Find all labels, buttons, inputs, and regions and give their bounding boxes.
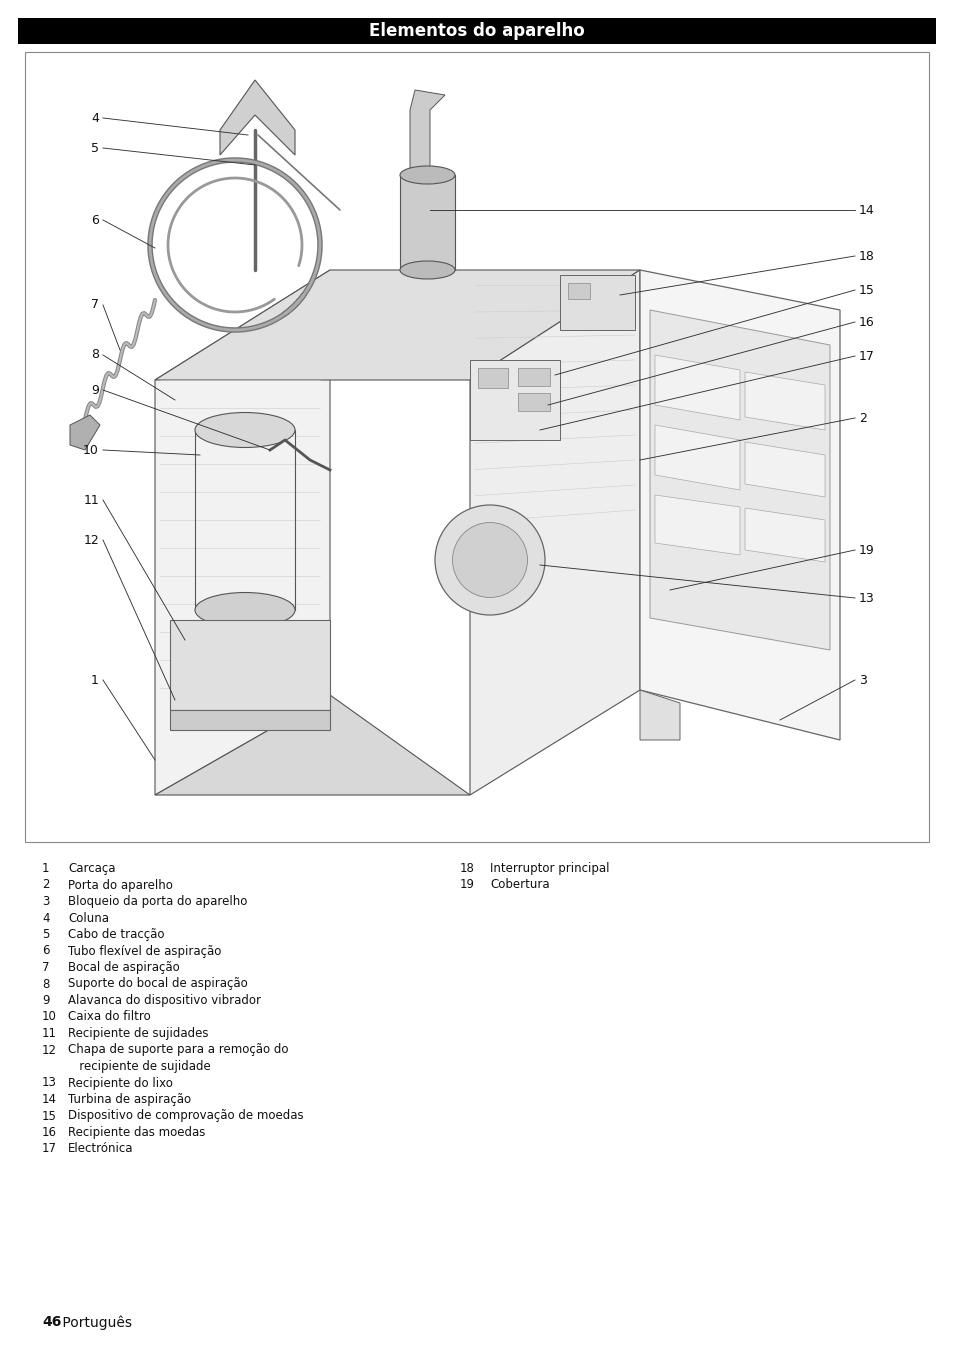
Ellipse shape [194, 593, 294, 628]
Polygon shape [470, 360, 559, 440]
Text: 9: 9 [42, 994, 50, 1007]
Polygon shape [639, 270, 840, 740]
Text: 17: 17 [858, 350, 874, 363]
Text: 15: 15 [42, 1110, 57, 1122]
Bar [567, 284, 589, 298]
Polygon shape [744, 441, 824, 497]
Text: 19: 19 [858, 544, 874, 556]
Text: Alavanca do dispositivo vibrador: Alavanca do dispositivo vibrador [68, 994, 261, 1007]
Ellipse shape [452, 522, 527, 598]
Text: Bloqueio da porta do aparelho: Bloqueio da porta do aparelho [68, 895, 247, 909]
Text: 6: 6 [91, 213, 99, 227]
Text: 1: 1 [91, 674, 99, 687]
Bar [517, 369, 550, 386]
Polygon shape [154, 270, 330, 795]
Bar [399, 176, 455, 270]
Text: Porta do aparelho: Porta do aparelho [68, 879, 172, 891]
Polygon shape [70, 414, 100, 450]
Text: 11: 11 [42, 1027, 57, 1040]
Polygon shape [170, 710, 330, 730]
Polygon shape [220, 80, 294, 155]
Ellipse shape [399, 166, 455, 184]
Text: 3: 3 [42, 895, 50, 909]
Text: 18: 18 [858, 250, 874, 262]
Text: 13: 13 [858, 591, 874, 605]
Text: Coluna: Coluna [68, 911, 109, 925]
Text: Dispositivo de comprovação de moedas: Dispositivo de comprovação de moedas [68, 1110, 303, 1122]
Text: 4: 4 [91, 112, 99, 124]
Text: Caixa do filtro: Caixa do filtro [68, 1011, 151, 1023]
Text: 10: 10 [83, 444, 99, 456]
Bar [25, 53, 928, 842]
Text: 17: 17 [42, 1142, 57, 1156]
Text: Carcaça: Carcaça [68, 863, 115, 875]
Polygon shape [655, 425, 740, 490]
Polygon shape [559, 275, 635, 329]
Polygon shape [744, 373, 824, 431]
Ellipse shape [435, 505, 544, 616]
Text: Cabo de tracção: Cabo de tracção [68, 927, 164, 941]
Text: Chapa de suporte para a remoção do: Chapa de suporte para a remoção do [68, 1044, 288, 1057]
Text: 18: 18 [459, 863, 475, 875]
Bar [18, 18, 935, 45]
Bar [477, 369, 507, 387]
Polygon shape [154, 270, 639, 379]
Text: 2: 2 [858, 412, 866, 424]
Polygon shape [655, 495, 740, 555]
Text: Electrónica: Electrónica [68, 1142, 133, 1156]
Text: 3: 3 [858, 674, 866, 687]
Polygon shape [154, 695, 470, 795]
Text: 7: 7 [42, 961, 50, 973]
Text: 11: 11 [83, 494, 99, 506]
Text: 9: 9 [91, 383, 99, 397]
Ellipse shape [399, 261, 455, 279]
Text: 12: 12 [83, 533, 99, 547]
Text: 7: 7 [91, 298, 99, 312]
Text: 14: 14 [42, 1094, 57, 1106]
Text: 16: 16 [42, 1126, 57, 1139]
Text: 2: 2 [42, 879, 50, 891]
Text: Interruptor principal: Interruptor principal [490, 863, 609, 875]
Text: 8: 8 [91, 348, 99, 362]
Text: 16: 16 [858, 316, 874, 328]
Text: 19: 19 [459, 879, 475, 891]
Text: 14: 14 [858, 204, 874, 216]
Text: 4: 4 [42, 911, 50, 925]
Text: 5: 5 [91, 142, 99, 154]
Text: 13: 13 [42, 1076, 57, 1089]
Text: Cobertura: Cobertura [490, 879, 549, 891]
Polygon shape [639, 690, 679, 740]
Text: Recipiente do lixo: Recipiente do lixo [68, 1076, 172, 1089]
Text: Recipiente das moedas: Recipiente das moedas [68, 1126, 205, 1139]
Polygon shape [649, 310, 829, 649]
Ellipse shape [194, 413, 294, 447]
Text: Recipiente de sujidades: Recipiente de sujidades [68, 1027, 209, 1040]
Text: 8: 8 [42, 977, 50, 991]
Polygon shape [744, 508, 824, 562]
Text: 10: 10 [42, 1011, 57, 1023]
Text: 46: 46 [42, 1315, 61, 1328]
Polygon shape [470, 270, 639, 795]
Text: Suporte do bocal de aspiração: Suporte do bocal de aspiração [68, 977, 248, 991]
Text: 5: 5 [42, 927, 50, 941]
Text: 15: 15 [858, 284, 874, 297]
Text: Português: Português [58, 1315, 132, 1330]
Text: 1: 1 [42, 863, 50, 875]
Text: Turbina de aspiração: Turbina de aspiração [68, 1094, 191, 1106]
Polygon shape [655, 355, 740, 420]
Text: recipiente de sujidade: recipiente de sujidade [68, 1060, 211, 1073]
Polygon shape [170, 620, 330, 710]
Text: Bocal de aspiração: Bocal de aspiração [68, 961, 179, 973]
Text: 12: 12 [42, 1044, 57, 1057]
Text: Tubo flexível de aspiração: Tubo flexível de aspiração [68, 945, 221, 957]
Text: 6: 6 [42, 945, 50, 957]
Text: Elementos do aparelho: Elementos do aparelho [369, 22, 584, 40]
Polygon shape [410, 90, 444, 176]
Bar [517, 393, 550, 410]
